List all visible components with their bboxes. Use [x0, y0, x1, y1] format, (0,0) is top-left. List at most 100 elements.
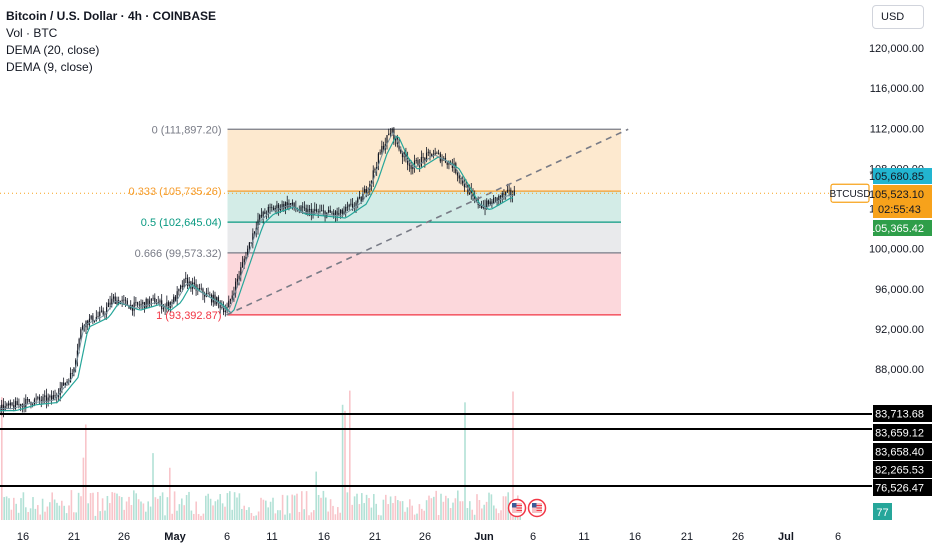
candle-body[interactable]: [202, 288, 204, 295]
candle-body[interactable]: [334, 211, 336, 216]
volume-tag[interactable]: 77: [873, 503, 892, 520]
candle-body[interactable]: [128, 305, 130, 309]
candle-body[interactable]: [138, 304, 140, 306]
candle-body[interactable]: [32, 404, 34, 406]
candle-body[interactable]: [54, 395, 56, 397]
candle-body[interactable]: [462, 178, 464, 184]
candle-body[interactable]: [310, 208, 312, 216]
candle-body[interactable]: [59, 387, 61, 395]
candle-body[interactable]: [248, 242, 250, 249]
candle-body[interactable]: [64, 382, 66, 386]
candle-body[interactable]: [431, 153, 433, 157]
candle-body[interactable]: [90, 315, 92, 319]
candle-body[interactable]: [123, 299, 125, 301]
time-axis[interactable]: 16 21 26 May 6 11 16 21 26 Jun 6 11 16 21 26 Jul 6: [17, 531, 841, 543]
candle-body[interactable]: [71, 373, 73, 374]
candle-body[interactable]: [102, 310, 104, 315]
candle-body[interactable]: [436, 152, 438, 154]
candle-body[interactable]: [350, 203, 352, 205]
candle-body[interactable]: [57, 394, 60, 397]
candle-body[interactable]: [513, 190, 515, 196]
candle-body[interactable]: [329, 210, 331, 213]
candle-body[interactable]: [348, 204, 350, 207]
candle-body[interactable]: [33, 399, 35, 405]
price-tag-high[interactable]: 105,680.85: [869, 168, 932, 184]
candle-body[interactable]: [9, 402, 11, 406]
candle-body[interactable]: [288, 203, 290, 208]
candle-body[interactable]: [276, 204, 278, 209]
candle-body[interactable]: [20, 404, 22, 407]
candle-body[interactable]: [2, 404, 5, 411]
candle-body[interactable]: [489, 201, 491, 205]
candle-body[interactable]: [183, 278, 185, 288]
price-tag-low[interactable]: 105,365.42: [869, 220, 932, 236]
candle-body[interactable]: [121, 299, 123, 302]
candle-body[interactable]: [200, 288, 202, 290]
fib-retracement[interactable]: 0 (111,897.20) 0.333 (105,735.26) 0.5 (102…: [129, 124, 621, 322]
candle-body[interactable]: [463, 183, 465, 188]
volume-indicator-label[interactable]: Vol · BTC: [6, 26, 58, 40]
candle-body[interactable]: [75, 360, 77, 368]
candle-body[interactable]: [408, 164, 410, 166]
candle-body[interactable]: [204, 294, 206, 297]
candle-body[interactable]: [259, 215, 261, 220]
candle-body[interactable]: [42, 396, 44, 401]
candle-body[interactable]: [401, 152, 404, 158]
candle-body[interactable]: [499, 195, 502, 198]
candle-body[interactable]: [415, 160, 417, 161]
candle-body[interactable]: [284, 202, 287, 209]
candle-body[interactable]: [23, 404, 25, 408]
candle-body[interactable]: [49, 395, 51, 398]
candle-body[interactable]: [178, 288, 180, 292]
candle-body[interactable]: [331, 212, 333, 214]
candle-body[interactable]: [85, 320, 87, 328]
candle-body[interactable]: [116, 300, 118, 304]
candle-body[interactable]: [355, 202, 357, 207]
candle-body[interactable]: [264, 211, 266, 215]
candle-body[interactable]: [173, 296, 175, 304]
level-price-tag[interactable]: 83,713.68: [873, 405, 932, 422]
candle-body[interactable]: [481, 205, 483, 208]
candle-body[interactable]: [106, 307, 108, 315]
candle-body[interactable]: [487, 200, 490, 205]
candle-body[interactable]: [422, 157, 424, 158]
candle-body[interactable]: [1, 404, 3, 411]
candle-body[interactable]: [149, 300, 151, 306]
candle-body[interactable]: [154, 297, 156, 304]
candle-body[interactable]: [391, 128, 393, 134]
candle-body[interactable]: [382, 145, 385, 150]
candle-body[interactable]: [51, 395, 53, 400]
candle-body[interactable]: [357, 198, 359, 203]
candle-body[interactable]: [376, 167, 378, 169]
candle-body[interactable]: [142, 302, 144, 304]
candle-body[interactable]: [343, 211, 345, 214]
candle-body[interactable]: [374, 168, 376, 171]
candle-body[interactable]: [281, 204, 283, 209]
candle-body[interactable]: [221, 307, 223, 308]
candle-body[interactable]: [235, 281, 237, 294]
candle-body[interactable]: [278, 204, 280, 211]
candle-body[interactable]: [243, 258, 245, 263]
level-price-tag[interactable]: 76,526.47: [873, 479, 932, 496]
candle-body[interactable]: [152, 297, 154, 299]
candle-body[interactable]: [180, 285, 182, 289]
candle-body[interactable]: [97, 316, 99, 317]
candle-body[interactable]: [228, 300, 230, 308]
symbol-tag[interactable]: BTCUSD: [829, 183, 871, 203]
candle-body[interactable]: [303, 207, 306, 209]
candle-body[interactable]: [472, 192, 474, 197]
candle-body[interactable]: [16, 401, 18, 406]
candle-body[interactable]: [338, 213, 340, 215]
candle-body[interactable]: [269, 206, 271, 208]
candle-body[interactable]: [80, 329, 82, 339]
dema20-indicator-label[interactable]: DEMA (20, close): [6, 43, 100, 57]
symbol-title[interactable]: Bitcoin / U.S. Dollar · 4h · COINBASE: [6, 9, 217, 23]
candle-body[interactable]: [69, 373, 72, 383]
candle-body[interactable]: [417, 160, 419, 167]
candle-body[interactable]: [181, 285, 183, 288]
candle-body[interactable]: [379, 152, 381, 154]
candle-body[interactable]: [95, 316, 97, 321]
candle-body[interactable]: [241, 262, 244, 268]
candle-body[interactable]: [267, 207, 269, 215]
candle-body[interactable]: [186, 277, 189, 286]
